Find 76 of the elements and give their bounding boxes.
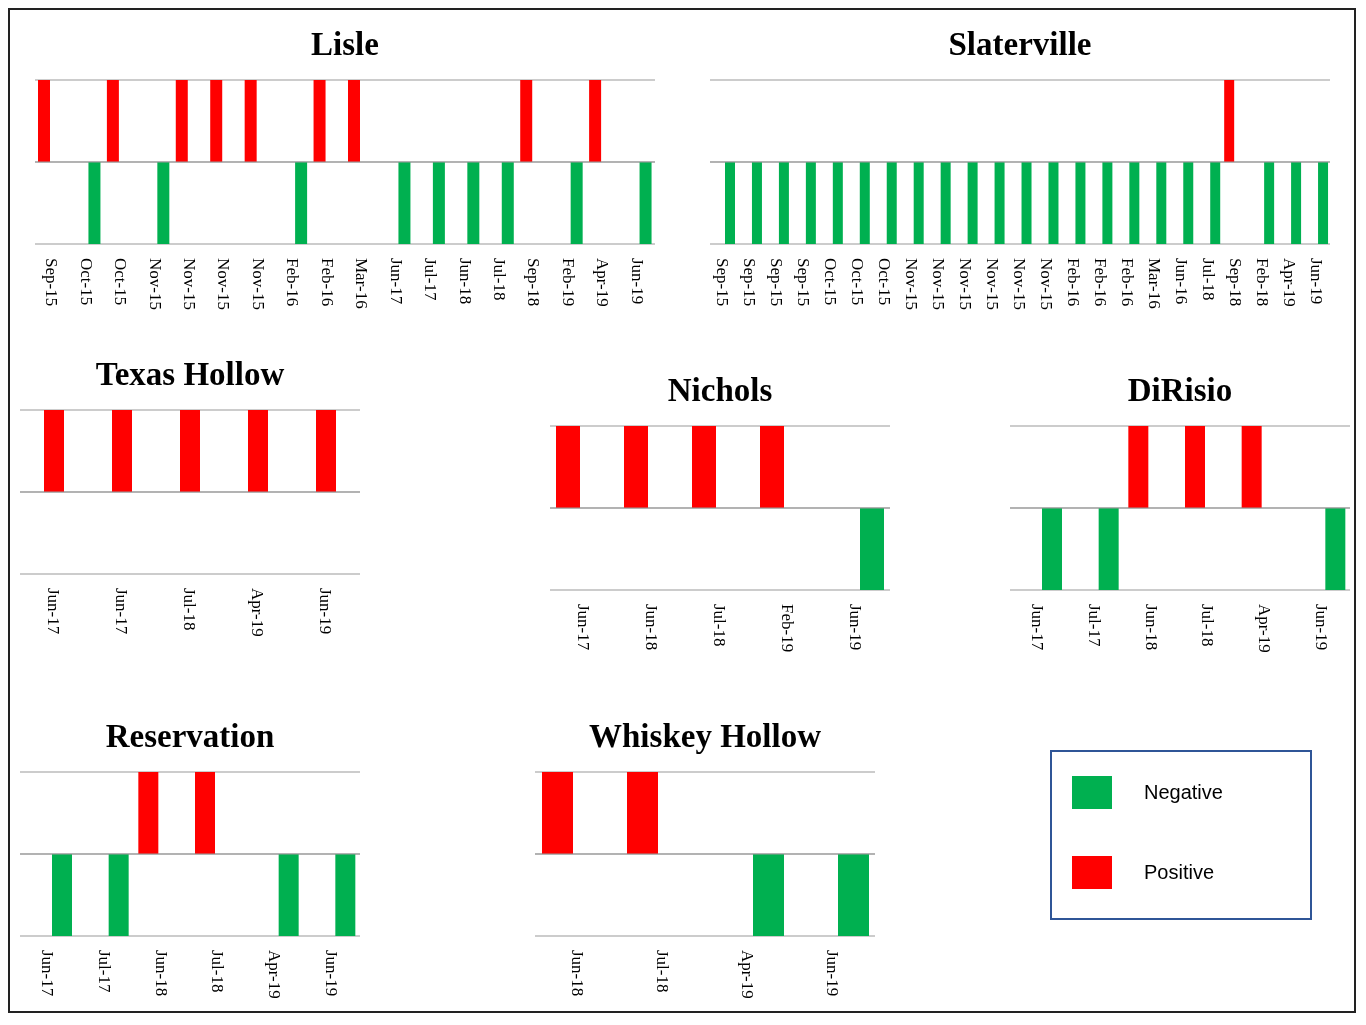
- x-tick-label: Oct-15: [821, 258, 841, 306]
- chart-title: Reservation: [104, 717, 276, 756]
- x-tick-label: Sep-15: [42, 258, 62, 307]
- x-tick-label: Apr-19: [593, 258, 613, 307]
- x-tick-label: Feb-19: [778, 604, 797, 653]
- x-tick-label: Jul-17: [421, 258, 441, 301]
- x-tick-label: Apr-19: [1255, 604, 1274, 653]
- x-tick-label: Sep-18: [524, 258, 544, 307]
- x-tick-label: Feb-18: [1252, 258, 1272, 307]
- x-tick-label: Jun-17: [1028, 604, 1048, 651]
- x-tick-label: Nov-15: [983, 258, 1003, 310]
- x-tick-label: Sep-15: [740, 258, 760, 307]
- x-tick-label: Nov-15: [1010, 258, 1029, 310]
- x-tick-label: Jun-18: [455, 258, 475, 305]
- x-tick-label: Jun-18: [151, 950, 171, 997]
- x-tick-label: Oct-15: [111, 258, 131, 306]
- chart-title: Nichols: [666, 371, 774, 410]
- x-tick-label: Oct-15: [848, 258, 868, 306]
- x-tick-label: Jun-19: [846, 604, 865, 651]
- x-tick-label: Jun-18: [567, 950, 587, 997]
- x-tick-label: Apr-19: [1279, 258, 1299, 307]
- x-tick-label: Jun-19: [1306, 258, 1326, 305]
- x-tick-label: Feb-16: [1090, 258, 1110, 307]
- x-tick-label: Apr-19: [248, 588, 267, 637]
- chart-title: DiRisio: [1126, 371, 1234, 410]
- x-tick-label: Jun-17: [386, 258, 406, 305]
- x-tick-label: Jul-18: [180, 588, 199, 631]
- chart-title: Texas Hollow: [94, 355, 286, 394]
- x-tick-label: Nov-15: [902, 258, 922, 310]
- x-tick-label: Jul-17: [1085, 604, 1104, 647]
- x-tick-label: Nov-15: [956, 258, 976, 310]
- x-tick-label: Feb-19: [558, 258, 578, 307]
- x-tick-label: Feb-16: [283, 258, 303, 307]
- chart-title: Slaterville: [947, 25, 1093, 64]
- x-tick-label: Jun-17: [112, 588, 131, 635]
- x-tick-label: Sep-15: [794, 258, 814, 307]
- x-tick-label: Feb-16: [317, 258, 337, 307]
- x-tick-label: Jul-18: [652, 950, 672, 993]
- x-tick-label: Feb-16: [1117, 258, 1137, 307]
- x-tick-label: Jul-18: [710, 604, 729, 647]
- legend-label: Positive: [1144, 861, 1215, 884]
- legend-label: Negative: [1144, 781, 1223, 804]
- x-tick-label: Sep-15: [767, 258, 787, 307]
- chart-title: Whiskey Hollow: [588, 717, 822, 756]
- x-tick-label: Nov-15: [180, 258, 199, 310]
- x-tick-label: Jun-17: [38, 950, 58, 997]
- x-tick-label: Nov-15: [214, 258, 234, 310]
- x-tick-label: Mar-16: [352, 258, 372, 309]
- x-tick-label: Oct-15: [76, 258, 96, 306]
- x-tick-label: Jun-19: [321, 950, 341, 997]
- x-tick-label: Nov-15: [145, 258, 165, 310]
- x-tick-label: Nov-15: [248, 258, 268, 310]
- x-tick-label: Jun-16: [1171, 258, 1191, 305]
- x-tick-label: Feb-16: [1063, 258, 1083, 307]
- x-tick-label: Sep-18: [1225, 258, 1245, 307]
- x-tick-label: Jul-17: [95, 950, 114, 993]
- x-tick-label: Jul-18: [490, 258, 509, 301]
- x-tick-label: Apr-19: [737, 950, 757, 999]
- x-tick-label: Jun-18: [1141, 604, 1161, 651]
- x-tick-label: Nov-15: [929, 258, 949, 310]
- x-tick-label: Jun-17: [44, 588, 63, 635]
- x-tick-label: Mar-16: [1144, 258, 1164, 309]
- x-tick-label: Jun-19: [1311, 604, 1331, 651]
- x-tick-label: Sep-15: [713, 258, 733, 307]
- chart-title: Lisle: [310, 25, 380, 64]
- x-tick-label: Jul-18: [1198, 258, 1218, 301]
- x-tick-label: Jun-19: [627, 258, 647, 305]
- x-tick-label: Jul-18: [1198, 604, 1218, 647]
- x-tick-label: Apr-19: [265, 950, 284, 999]
- x-tick-label: Jun-18: [642, 604, 661, 651]
- x-tick-label: Jun-17: [574, 604, 593, 651]
- x-tick-label: Oct-15: [875, 258, 895, 306]
- x-tick-label: Jun-19: [822, 950, 842, 997]
- x-tick-label: Jun-19: [316, 588, 335, 635]
- x-tick-label: Jul-18: [208, 950, 228, 993]
- x-tick-label: Nov-15: [1036, 258, 1056, 310]
